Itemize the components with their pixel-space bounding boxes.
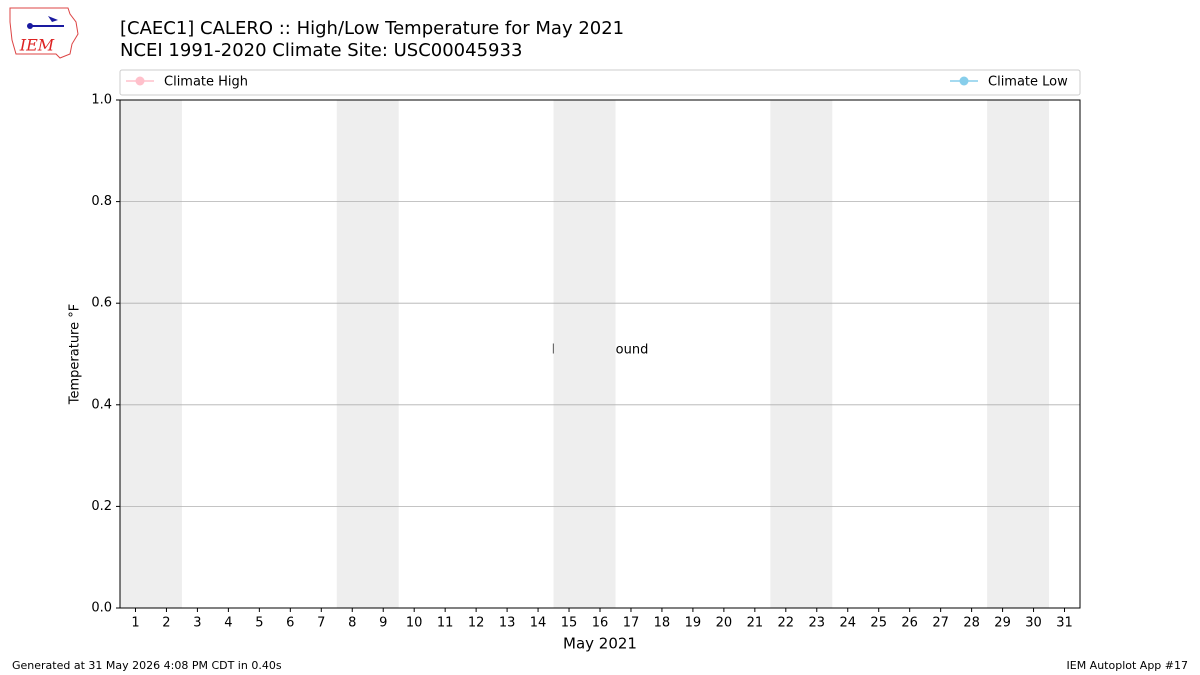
x-axis-label: May 2021 — [563, 635, 637, 653]
logo-text: IEM — [19, 36, 55, 55]
x-tick-label: 30 — [1025, 616, 1042, 631]
footer-right: IEM Autoplot App #17 — [1067, 659, 1189, 672]
y-tick-label: 1.0 — [91, 93, 112, 108]
legend — [119, 69, 1081, 96]
y-axis-label: Temperature °F — [68, 304, 83, 405]
x-tick-label: 21 — [747, 616, 764, 631]
y-tick-label: 0.0 — [91, 601, 112, 616]
x-tick-label: 23 — [809, 616, 826, 631]
x-tick-label: 29 — [994, 616, 1011, 631]
x-tick-label: 6 — [286, 616, 294, 631]
x-tick-label: 7 — [317, 616, 325, 631]
x-tick-label: 13 — [499, 616, 516, 631]
x-tick-label: 20 — [716, 616, 733, 631]
chart-subtitle: NCEI 1991-2020 Climate Site: USC00045933 — [120, 40, 522, 61]
x-tick-label: 10 — [406, 616, 423, 631]
x-tick-label: 22 — [778, 616, 795, 631]
plot-frame — [119, 99, 1081, 609]
footer-left: Generated at 31 May 2026 4:08 PM CDT in … — [12, 659, 282, 672]
x-tick-label: 31 — [1056, 616, 1073, 631]
x-tick-label: 15 — [561, 616, 578, 631]
legend-marker — [135, 76, 145, 86]
x-tick-label: 19 — [685, 616, 702, 631]
x-tick-label: 5 — [255, 616, 263, 631]
x-tick-label: 17 — [623, 616, 640, 631]
x-tick-label: 28 — [963, 616, 980, 631]
x-tick-label: 24 — [839, 616, 856, 631]
x-tick-label: 25 — [870, 616, 887, 631]
x-tick-label: 1 — [131, 616, 139, 631]
logo: IEM — [9, 7, 79, 59]
x-tick-label: 8 — [348, 616, 356, 631]
y-tick-label: 0.8 — [91, 194, 112, 209]
x-tick-label: 18 — [654, 616, 671, 631]
legend-marker — [959, 76, 969, 86]
x-tick-label: 27 — [932, 616, 949, 631]
weekend-band — [987, 100, 1050, 608]
x-tick-label: 26 — [901, 616, 918, 631]
y-tick-label: 0.6 — [91, 296, 112, 311]
chart-title: [CAEC1] CALERO :: High/Low Temperature f… — [120, 18, 624, 39]
weekend-band — [553, 100, 616, 608]
weekend-band — [120, 100, 182, 608]
weekend-band — [770, 100, 833, 608]
x-tick-label: 3 — [193, 616, 201, 631]
x-tick-label: 11 — [437, 616, 454, 631]
weekend-band — [336, 100, 399, 608]
legend-label: Climate High — [164, 75, 248, 90]
x-tick-label: 16 — [592, 616, 609, 631]
legend-label: Climate Low — [988, 75, 1068, 90]
x-tick-label: 4 — [224, 616, 232, 631]
x-tick-label: 12 — [468, 616, 485, 631]
x-tick-label: 2 — [162, 616, 170, 631]
x-tick-label: 9 — [379, 616, 387, 631]
x-tick-label: 14 — [530, 616, 547, 631]
y-tick-label: 0.4 — [91, 397, 112, 412]
y-tick-label: 0.2 — [91, 499, 112, 514]
